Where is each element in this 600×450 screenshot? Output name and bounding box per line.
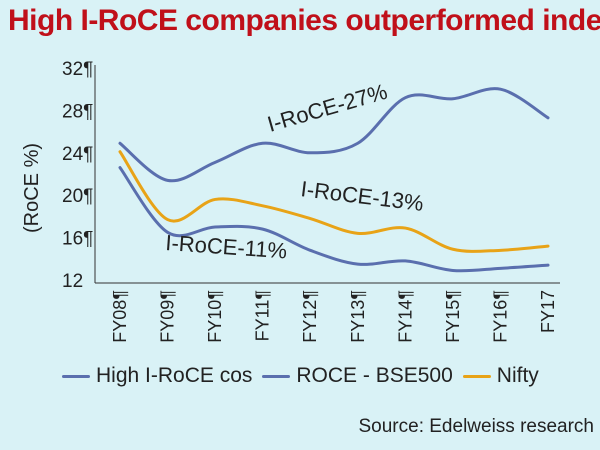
y-tick-label: 24¶: [62, 144, 93, 165]
x-tick-label: FY11¶: [253, 290, 273, 341]
legend-label-high-iroce: High I-RoCE cos: [96, 364, 253, 387]
legend-item-nifty: Nifty: [462, 364, 539, 388]
legend-swatch-high-iroce: [62, 374, 90, 378]
annotation-11: I-RoCE-11%: [165, 230, 288, 263]
x-tick-label: FY10¶: [205, 290, 225, 343]
x-tick-label: FY08¶: [110, 290, 130, 343]
x-tick-label: FY15¶: [443, 290, 463, 343]
annotation-27: I-RoCE-27%: [264, 79, 390, 137]
x-tick-label: FY14¶: [395, 290, 415, 343]
x-tick-label: FY12¶: [300, 290, 320, 343]
y-tick-label: 12: [62, 271, 83, 292]
y-tick-label: 28¶: [62, 101, 93, 122]
chart-title: High I-RoCE companies outperformed index: [8, 4, 600, 37]
source-note: Source: Edelweiss research: [358, 416, 595, 437]
line-chart: (RoCE %) 12 16¶ 20¶ 24¶ 28¶ 32¶ FY08¶ FY09¶ FY1…: [21, 59, 560, 343]
series-line-high-iroce: [118, 87, 550, 183]
x-tick-label: FY16¶: [490, 290, 510, 343]
legend-swatch-bse500: [262, 374, 291, 378]
y-tick-label: 20¶: [62, 186, 93, 207]
legend-label-bse500: ROCE - BSE500: [296, 364, 453, 387]
x-tick-label: FY09¶: [158, 290, 178, 343]
series-line-bse500: [118, 166, 550, 273]
legend-swatch-nifty: [462, 374, 491, 378]
y-axis-label: (RoCE %): [21, 143, 43, 233]
legend-item-bse500: ROCE - BSE500: [262, 364, 453, 388]
y-tick-label: 32¶: [62, 59, 93, 80]
annotation-13: I-RoCE-13%: [299, 176, 425, 216]
legend-item-high-iroce: High I-RoCE cos: [62, 364, 252, 388]
x-tick-label: FY17: [538, 290, 558, 333]
y-tick-label: 16¶: [62, 229, 93, 250]
x-tick-label: FY13¶: [348, 290, 368, 343]
legend: High I-RoCE cos ROCE - BSE500 Nifty: [62, 359, 598, 393]
series-line-nifty: [118, 150, 550, 253]
legend-label-nifty: Nifty: [496, 364, 539, 387]
